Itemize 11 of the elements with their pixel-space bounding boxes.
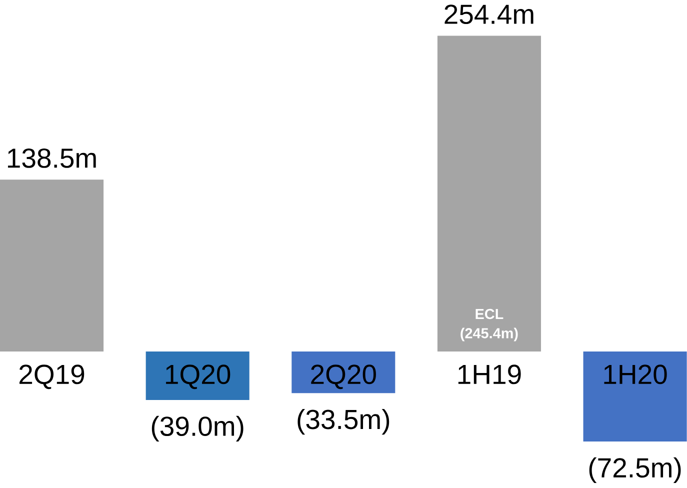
data-label: (39.0m) [152, 416, 244, 442]
x-tick-label: 2Q19 [20, 364, 84, 390]
x-tick-label: 1Q20 [166, 364, 230, 390]
x-tick-label: 1H20 [604, 364, 667, 384]
annotation: ECL (245.4m) [460, 309, 518, 342]
data-label: 254.4m [444, 4, 534, 24]
data-label: 138.5m [8, 148, 96, 168]
x-tick-label: 1H19 [458, 364, 521, 384]
data-label: (72.5m) [589, 458, 681, 484]
data-label: (33.5m) [298, 409, 390, 435]
x-tick-label: 2Q20 [311, 364, 376, 390]
